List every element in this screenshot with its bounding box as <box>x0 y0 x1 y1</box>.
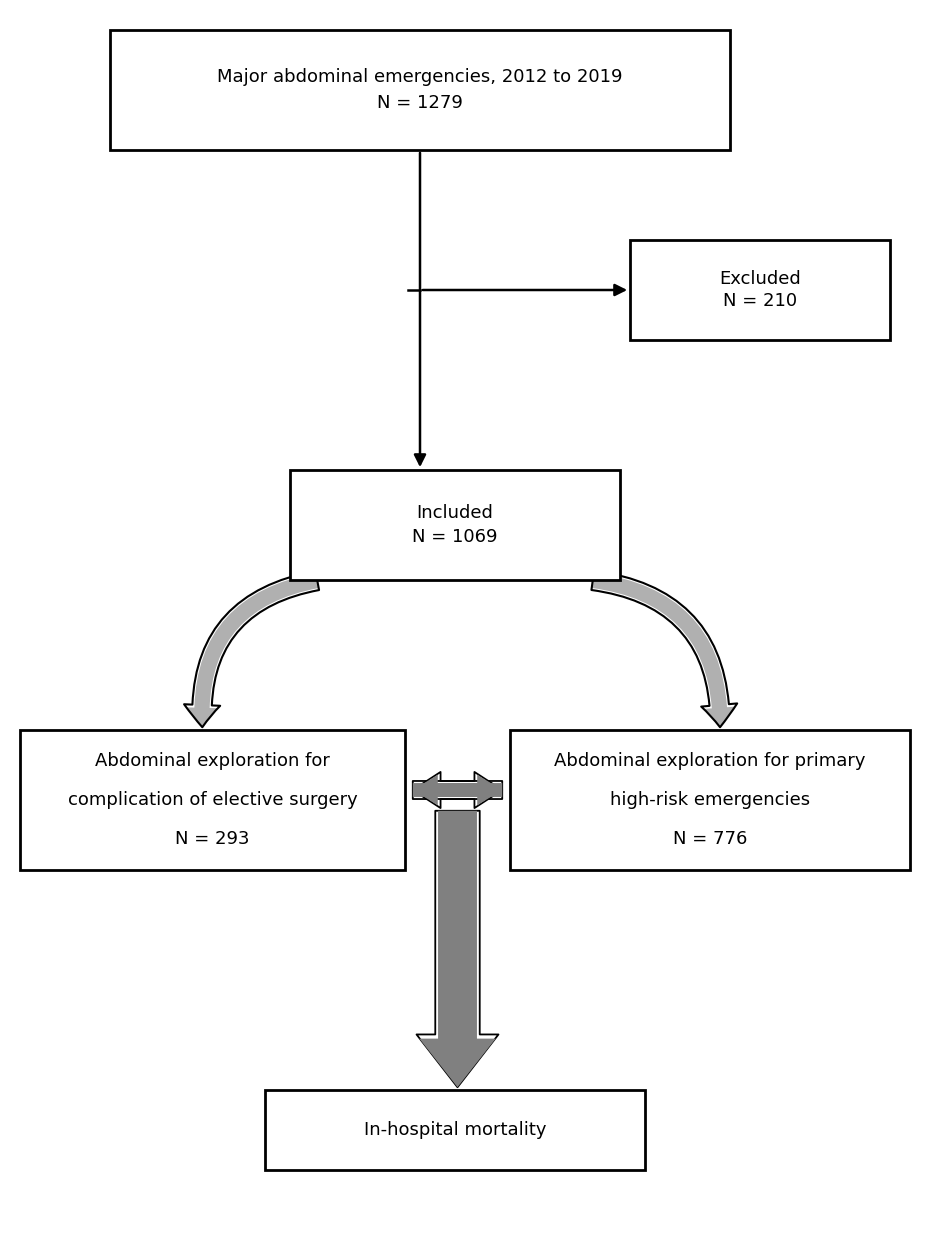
Bar <box>20 730 405 870</box>
FancyArrowPatch shape <box>419 810 496 1087</box>
Text: N = 293: N = 293 <box>175 830 249 848</box>
Bar <box>510 730 910 870</box>
Text: Excluded: Excluded <box>720 271 801 288</box>
FancyArrowPatch shape <box>187 573 319 727</box>
Bar <box>110 30 730 150</box>
Text: complication of elective surgery: complication of elective surgery <box>67 791 357 809</box>
Bar <box>290 470 620 580</box>
Text: Abdominal exploration for primary: Abdominal exploration for primary <box>555 752 866 769</box>
Text: high-risk emergencies: high-risk emergencies <box>610 791 810 809</box>
Text: Major abdominal emergencies, 2012 to 2019: Major abdominal emergencies, 2012 to 201… <box>217 68 623 86</box>
Text: In-hospital mortality: In-hospital mortality <box>364 1121 546 1139</box>
Text: Abdominal exploration for: Abdominal exploration for <box>95 752 330 769</box>
Text: N = 776: N = 776 <box>673 830 747 848</box>
FancyArrowPatch shape <box>412 774 502 805</box>
Text: N = 1069: N = 1069 <box>412 529 498 546</box>
FancyArrowPatch shape <box>412 774 502 805</box>
Text: N = 1279: N = 1279 <box>377 94 463 112</box>
FancyArrowPatch shape <box>592 573 735 727</box>
Text: N = 210: N = 210 <box>723 292 797 310</box>
Text: Included: Included <box>416 504 494 522</box>
Bar <box>265 1090 645 1170</box>
Bar <box>630 240 890 340</box>
